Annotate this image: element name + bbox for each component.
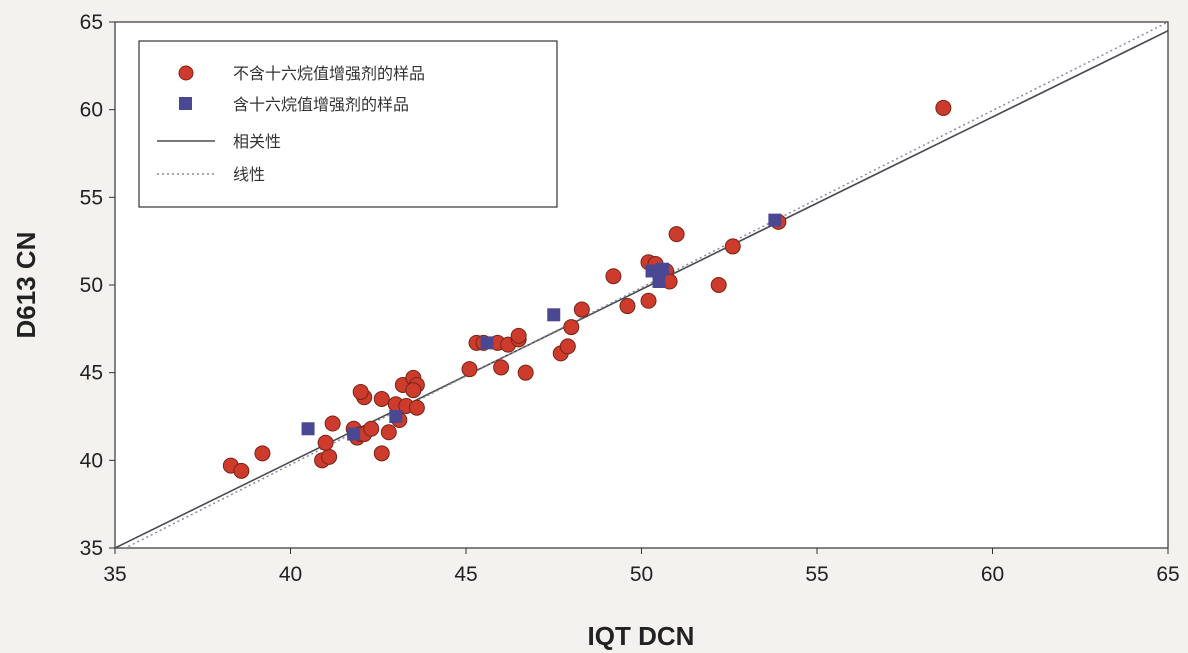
data-point-circle (710, 277, 727, 293)
data-point-square (768, 213, 782, 227)
data-point-circle (619, 298, 636, 315)
x-tick-label: 50 (630, 563, 653, 586)
data-point-circle (317, 434, 334, 451)
x-tick-label: 35 (103, 563, 126, 586)
legend-label-circle: 不含十六烷值增强剂的样品 (233, 64, 425, 83)
data-point-circle (517, 364, 534, 381)
data-point-square (480, 336, 494, 350)
y-tick-label: 45 (80, 362, 103, 385)
data-point-square (347, 427, 361, 441)
data-point-square (656, 262, 670, 276)
data-point-square (547, 308, 561, 322)
data-point-square (652, 274, 666, 288)
x-tick-label: 40 (279, 563, 302, 586)
data-point-circle (724, 238, 741, 255)
data-point-square (645, 264, 659, 278)
data-point-circle (321, 448, 338, 465)
data-point-circle (559, 338, 576, 355)
data-point-square (389, 410, 403, 423)
y-tick-label: 40 (80, 449, 103, 472)
x-tick-label: 55 (805, 563, 828, 586)
axis-ticks: 35 40 45 50 55 60 65 35 40 45 50 55 60 65 (80, 11, 1180, 586)
correlation-line (115, 30, 1168, 548)
data-point-circle (461, 361, 478, 378)
y-axis-title: D613 CN (11, 232, 41, 339)
data-point-circle (668, 226, 685, 243)
x-tick-label: 60 (981, 563, 1004, 586)
data-point-circle (605, 268, 622, 285)
data-point-circle (408, 399, 425, 416)
data-point-circle (380, 424, 397, 441)
data-point-circle (935, 99, 952, 116)
data-point-circle (510, 327, 527, 344)
legend-circle-marker (178, 65, 194, 81)
legend-box (138, 40, 558, 208)
data-point-circle (324, 415, 341, 432)
linear-line (123, 22, 1168, 548)
x-tick-label: 65 (1156, 563, 1179, 586)
data-point-circle (493, 359, 510, 376)
x-tick-label: 45 (454, 563, 477, 586)
data-point-square (301, 422, 315, 436)
data-point-circle (573, 301, 590, 318)
legend-label-square: 含十六烷值增强剂的样品 (233, 95, 409, 114)
data-point-circle (352, 383, 369, 400)
data-point-circle (254, 445, 271, 462)
y-tick-label: 60 (80, 99, 103, 122)
legend-square-marker (179, 97, 192, 110)
data-points (222, 99, 952, 479)
data-point-circle (563, 319, 580, 336)
legend-label-dotted-line: 线性 (233, 165, 265, 184)
y-tick-label: 65 (80, 11, 103, 34)
data-point-circle (640, 292, 657, 309)
data-point-circle (373, 390, 390, 407)
x-axis-title: IQT DCN (588, 621, 695, 651)
legend-label-solid-line: 相关性 (233, 132, 281, 151)
y-tick-label: 35 (80, 537, 103, 560)
fit-lines (115, 22, 1168, 548)
y-tick-label: 55 (80, 186, 103, 209)
data-point-circle (233, 462, 250, 479)
y-tick-label: 50 (80, 274, 103, 297)
legend: 不含十六烷值增强剂的样品 含十六烷值增强剂的样品 相关性 线性 (138, 40, 558, 208)
data-point-circle (405, 382, 422, 399)
data-point-circle (373, 445, 390, 462)
data-point-circle (363, 420, 380, 437)
